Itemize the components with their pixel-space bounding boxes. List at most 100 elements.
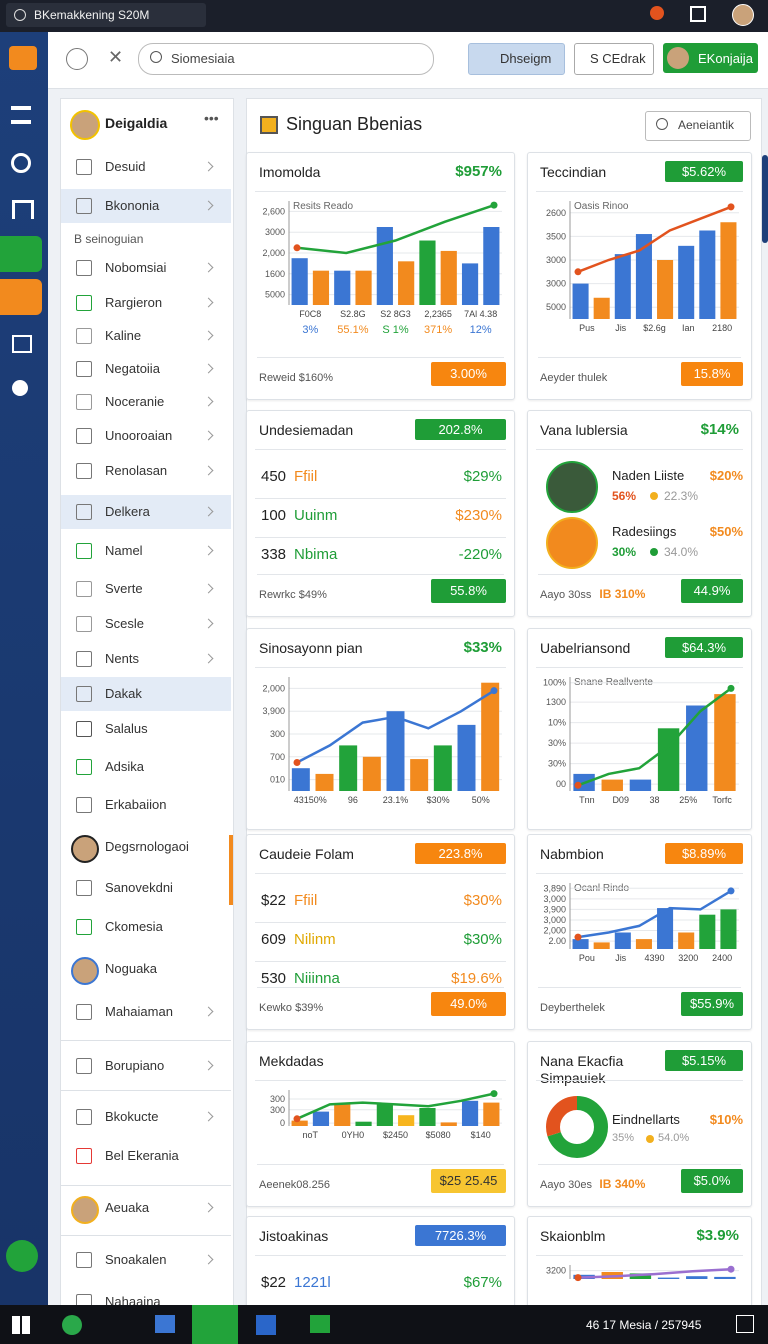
bar [376,1104,393,1126]
nav-item[interactable]: Kaline [105,328,142,343]
trend-point [490,201,498,209]
button[interactable] [574,43,654,75]
y-tick-label: 010 [270,775,285,785]
rail-icon[interactable] [12,335,32,353]
footer-divider [538,987,741,988]
nav-item[interactable]: Delkera [105,504,150,519]
nav-item[interactable]: Sanovekdni [105,880,173,895]
start-button[interactable] [12,1316,30,1334]
rail-active[interactable] [0,236,42,272]
icon[interactable] [650,6,664,20]
nav-item[interactable]: Bel Ekerania [105,1148,179,1163]
nav-item[interactable]: Degsrnologaoi [105,839,189,854]
taskbar-app[interactable] [155,1315,175,1333]
scroll-indicator [762,155,768,243]
card: Nana Ekacfia Simpauiek $5.15% Eindnellarts… [527,1041,752,1207]
bar [312,270,330,305]
logo[interactable] [9,46,37,70]
nav-highlight [61,495,231,529]
taskbar-app[interactable] [62,1315,82,1335]
nav-item[interactable]: Salalus [105,721,148,736]
footer-text: Aayo 30es [540,1179,592,1191]
taskbar-app[interactable] [256,1315,276,1335]
divider [61,1235,231,1236]
nav-item[interactable]: Borupiano [105,1058,165,1073]
main-heading: Singuan Bbenias [286,114,423,134]
y-tick-label: 2,600 [262,206,285,216]
nav-item[interactable]: Bkononia [105,198,160,213]
icon[interactable] [690,6,706,22]
bar [657,908,674,949]
nav-highlight [61,677,231,711]
nav-item[interactable]: Sverte [105,581,143,596]
nav-item[interactable]: Noceranie [105,394,165,409]
search-box[interactable] [138,43,434,75]
tab-title: BKemakkening S20M [34,8,150,22]
person-stat: 56% [612,489,637,503]
rail-icon[interactable] [11,106,31,124]
tab[interactable] [6,3,206,27]
taskbar-app-active[interactable] [192,1305,238,1344]
nav-item[interactable]: Desuid [105,159,146,174]
avatar [546,461,598,513]
notifications[interactable] [736,1315,754,1333]
footer-divider [257,1164,504,1165]
nav-item[interactable]: Renolasan [105,463,168,478]
nav-item[interactable]: Aeuaka [105,1200,150,1215]
nav-item[interactable]: Unooroaian [105,428,173,443]
footer-text: Aeyder thulek [540,372,608,384]
bar [398,1115,415,1126]
nav-item[interactable]: Rargieron [105,295,163,310]
card-title: Caudeie Folam [259,846,354,862]
nav-item[interactable]: Noguaka [105,961,158,976]
y-tick-label: 100% [543,678,566,688]
x-tick-label: Pou [579,953,595,963]
rail-icon[interactable] [12,380,28,396]
title-divider [255,667,506,668]
nav-item[interactable]: Dakak [105,686,142,701]
bar [657,260,674,319]
rail-icon[interactable] [11,153,31,173]
more-icon[interactable]: ••• [204,110,219,126]
card: Sinosayonn pian $33% 2,000 3,900 300 700 010 43… [246,628,515,830]
card-title: Uabelriansond [540,640,631,656]
bar [572,283,589,319]
avatar [71,1196,99,1224]
rail-icon[interactable] [12,200,34,219]
bar [614,932,631,949]
nav-item[interactable]: Adsika [105,759,145,774]
heading-icon [260,116,278,134]
info-button[interactable] [66,48,88,70]
donut-segment [546,1096,608,1158]
nav-item[interactable]: Nents [105,651,139,666]
row-number: $22 [261,1274,287,1291]
trend-point [293,1115,301,1123]
bar [686,705,708,791]
main-search[interactable] [645,111,751,141]
x-tick-label: 96 [348,795,358,805]
bar [419,240,436,305]
bar [601,779,623,791]
nav-item[interactable]: Snoakalen [105,1252,167,1267]
x-tick-label: 25% [679,795,697,805]
rail-active[interactable] [0,279,42,315]
avatar[interactable] [732,4,754,26]
nav-item[interactable]: Erkabaiion [105,797,167,812]
close-icon[interactable]: ✕ [108,47,124,67]
y-tick-label: 30% [548,738,566,748]
nav-item[interactable]: Bkokucte [105,1109,159,1124]
nav-item[interactable]: Ckomesia [105,919,163,934]
footer-badge: 55.8% [431,579,506,603]
y-tick-label: 3,900 [543,904,566,914]
button[interactable] [468,43,565,75]
bar [686,1276,708,1279]
nav-item[interactable]: Negatoiia [105,361,160,376]
taskbar-app[interactable] [310,1315,330,1333]
nav-item[interactable]: Namel [105,543,143,558]
rail-action[interactable] [6,1240,38,1272]
nav-item[interactable]: Nobomsiai [105,260,167,275]
nav-item[interactable]: Scesle [105,616,145,631]
chart-subtitle: Oasis Rinoo [574,201,629,212]
nav-item[interactable]: Mahaiaman [105,1004,173,1019]
